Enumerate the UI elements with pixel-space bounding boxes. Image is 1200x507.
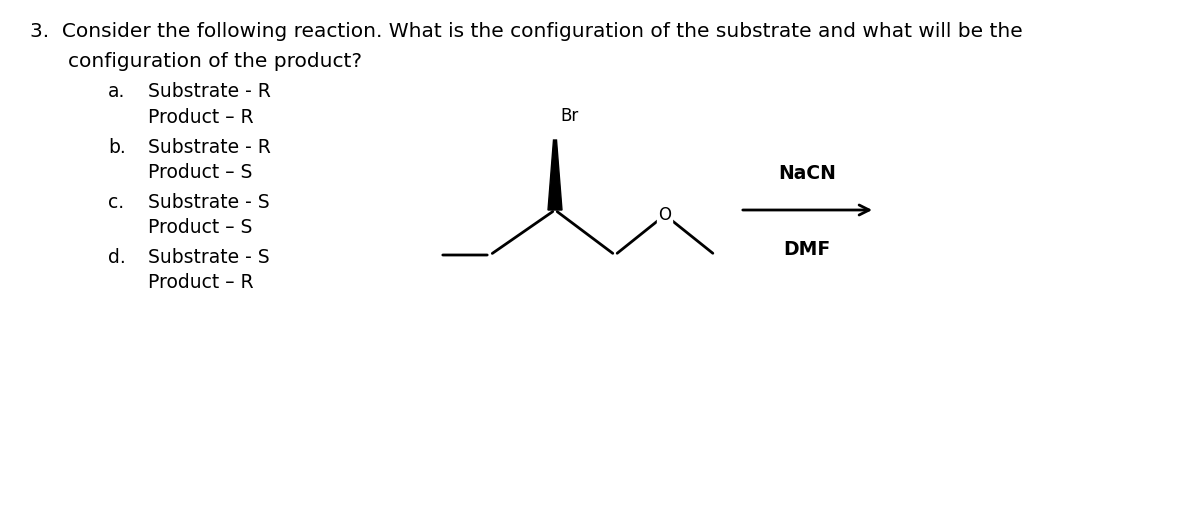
Text: Substrate - S: Substrate - S — [148, 193, 270, 212]
Text: Substrate - S: Substrate - S — [148, 248, 270, 267]
Text: a.: a. — [108, 82, 125, 101]
Text: 3.  Consider the following reaction. What is the configuration of the substrate : 3. Consider the following reaction. What… — [30, 22, 1022, 41]
Text: Product – R: Product – R — [148, 108, 253, 127]
Text: b.: b. — [108, 138, 126, 157]
Text: d.: d. — [108, 248, 126, 267]
Text: NaCN: NaCN — [778, 164, 836, 183]
Text: Product – S: Product – S — [148, 163, 252, 182]
Text: Product – S: Product – S — [148, 218, 252, 237]
Text: DMF: DMF — [784, 240, 830, 259]
Text: c.: c. — [108, 193, 124, 212]
Text: Br: Br — [560, 107, 578, 125]
Text: Substrate - R: Substrate - R — [148, 138, 271, 157]
Text: Product – R: Product – R — [148, 273, 253, 292]
Text: Substrate - R: Substrate - R — [148, 82, 271, 101]
Text: configuration of the product?: configuration of the product? — [68, 52, 362, 71]
Text: O: O — [659, 206, 672, 224]
